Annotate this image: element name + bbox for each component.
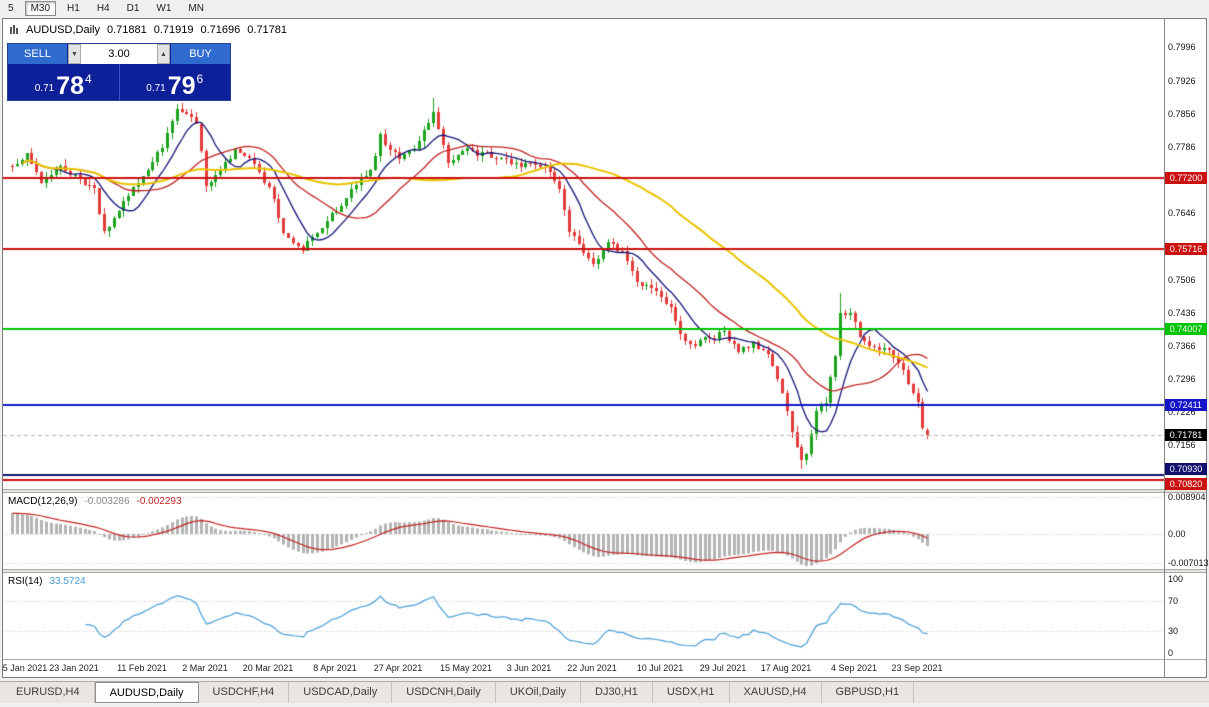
price-axis-line (1164, 19, 1165, 677)
chart-tab-gbpusd-h1[interactable]: GBPUSD,H1 (822, 682, 915, 703)
price-axis-tick: 0.7786 (1168, 142, 1196, 152)
price-divider (118, 64, 120, 100)
timeframe-button-m30[interactable]: M30 (24, 1, 57, 16)
pane-splitter-macd[interactable] (3, 489, 1206, 493)
rsi-header: RSI(14) 33.5724 (8, 576, 86, 587)
date-axis-label: 10 Jul 2021 (636, 663, 684, 673)
price-level-label: 0.72411 (1165, 399, 1207, 411)
price-axis-tick: 0.7506 (1168, 275, 1196, 285)
buy-button[interactable]: BUY (171, 44, 230, 64)
rsi-axis-tick: 100 (1168, 574, 1184, 584)
price-level-label: 0.77200 (1165, 172, 1207, 184)
price-level-label: 0.75716 (1165, 243, 1207, 255)
date-axis-label: 5 Jan 2021 (2, 663, 48, 673)
price-axis-tick: 0.7226 (1168, 407, 1196, 417)
macd-signal-value: -0.002293 (136, 496, 182, 507)
price-level-label: 0.70930 (1165, 463, 1207, 475)
rsi-indicator-canvas[interactable] (3, 573, 1164, 659)
chart-tab-usdcnh-daily[interactable]: USDCNH,Daily (392, 682, 496, 703)
chart-tab-bar: EURUSD,H4 AUDUSD,Daily USDCHF,H4 USDCAD,Dai… (0, 681, 1209, 703)
price-level-label: 0.70820 (1165, 478, 1207, 490)
volume-control: ▼ 3.00 ▲ (68, 44, 170, 64)
volume-increment-button[interactable]: ▲ (157, 44, 170, 64)
chart-tab-ukoil-daily[interactable]: UKOil,Daily (496, 682, 582, 703)
date-axis-label: 23 Sep 2021 (891, 663, 943, 673)
chart-tab-usdchf-h4[interactable]: USDCHF,H4 (199, 682, 290, 703)
buy-price-prefix: 0.71 (146, 83, 166, 94)
date-axis-separator (3, 659, 1206, 660)
volume-input[interactable]: 3.00 (108, 48, 130, 60)
date-axis-label: 15 May 2021 (439, 663, 493, 673)
ohlc-open: 0.71881 (106, 24, 147, 36)
pane-splitter-rsi[interactable] (3, 569, 1206, 573)
macd-axis-tick: -0.007013 (1168, 558, 1209, 568)
sell-button[interactable]: SELL (8, 44, 67, 64)
chart-symbol-ohlc-line: AUDUSD,Daily 0.71881 0.71919 0.71696 0.7… (9, 24, 287, 36)
macd-label: MACD(12,26,9) (8, 496, 78, 507)
price-axis-tick: 0.7926 (1168, 76, 1196, 86)
chart-tab-eurusd-h4[interactable]: EURUSD,H4 (2, 682, 95, 703)
rsi-label: RSI(14) (8, 576, 43, 587)
ohlc-close: 0.71781 (247, 24, 288, 36)
date-axis-label: 17 Aug 2021 (760, 663, 812, 673)
rsi-axis-tick: 30 (1168, 626, 1179, 636)
price-axis-tick: 0.7646 (1168, 208, 1196, 218)
ohlc-high: 0.71919 (153, 24, 194, 36)
timeframe-button-mn[interactable]: MN (188, 3, 204, 14)
macd-axis-tick: 0.00 (1168, 529, 1186, 539)
chart-tab-dj30-h1[interactable]: DJ30,H1 (581, 682, 653, 703)
price-axis-tick: 0.7366 (1168, 341, 1196, 351)
buy-price-big-digits: 79 (167, 72, 196, 100)
date-axis-label: 11 Feb 2021 (117, 663, 167, 673)
chart-window: AUDUSD,Daily 0.71881 0.71919 0.71696 0.7… (2, 18, 1209, 678)
price-axis-tick: 0.7436 (1168, 308, 1196, 318)
date-axis-label: 4 Sep 2021 (830, 663, 878, 673)
chart-tab-xauusd-h4[interactable]: XAUUSD,H4 (730, 682, 822, 703)
timeframe-button-d1[interactable]: D1 (126, 3, 140, 14)
date-axis-label: 3 Jun 2021 (506, 663, 552, 673)
timeframe-toolbar: 5 M30 H1 H4 D1 W1 MN (0, 0, 1209, 17)
rsi-axis-tick: 70 (1168, 596, 1179, 606)
candlestick-chart-icon (9, 25, 19, 35)
chart-tab-usdcad-daily[interactable]: USDCAD,Daily (289, 682, 393, 703)
buy-price-display[interactable]: 0.71 79 6 (120, 64, 231, 100)
price-level-label: 0.74007 (1165, 323, 1207, 335)
sell-price-display[interactable]: 0.71 78 4 (8, 64, 119, 100)
price-axis-tick: 0.7296 (1168, 374, 1196, 384)
date-axis-label: 23 Jan 2021 (49, 663, 99, 673)
buy-price-pipette: 6 (196, 72, 204, 86)
sell-price-pipette: 4 (85, 72, 92, 86)
date-axis-label: 22 Jun 2021 (567, 663, 617, 673)
chart-tab-audusd-daily[interactable]: AUDUSD,Daily (94, 682, 199, 703)
one-click-trading-panel: SELL ▼ 3.00 ▲ BUY 0.71 78 4 0.71 79 6 (7, 43, 231, 101)
chart-symbol-label: AUDUSD,Daily (26, 24, 100, 36)
macd-indicator-canvas[interactable] (3, 493, 1164, 569)
date-axis-label: 29 Jul 2021 (699, 663, 747, 673)
macd-header: MACD(12,26,9) -0.003286 -0.002293 (8, 496, 182, 507)
rsi-value: 33.5724 (49, 576, 86, 587)
date-axis-label: 20 Mar 2021 (242, 663, 294, 673)
price-axis-tick: 0.7996 (1168, 42, 1196, 52)
sell-price-big-digits: 78 (56, 72, 85, 100)
timeframe-button-w1[interactable]: W1 (156, 3, 172, 14)
price-axis-tick: 0.7156 (1168, 440, 1196, 450)
date-axis-label: 2 Mar 2021 (182, 663, 228, 673)
current-price-label: 0.71781 (1165, 429, 1207, 441)
ohlc-low: 0.71696 (200, 24, 241, 36)
timeframe-button-5[interactable]: 5 (8, 3, 14, 14)
macd-main-value: -0.003286 (84, 496, 130, 507)
timeframe-button-h1[interactable]: H1 (67, 3, 80, 14)
date-axis-label: 27 Apr 2021 (373, 663, 423, 673)
chart-tab-usdx-h1[interactable]: USDX,H1 (653, 682, 730, 703)
volume-decrement-button[interactable]: ▼ (68, 44, 81, 64)
rsi-axis-tick: 0 (1168, 648, 1174, 658)
price-axis-tick: 0.7856 (1168, 109, 1196, 119)
sell-price-prefix: 0.71 (34, 83, 55, 94)
date-axis-label: 8 Apr 2021 (313, 663, 357, 673)
macd-axis-tick: 0.008904 (1168, 492, 1206, 502)
timeframe-button-h4[interactable]: H4 (96, 3, 110, 14)
